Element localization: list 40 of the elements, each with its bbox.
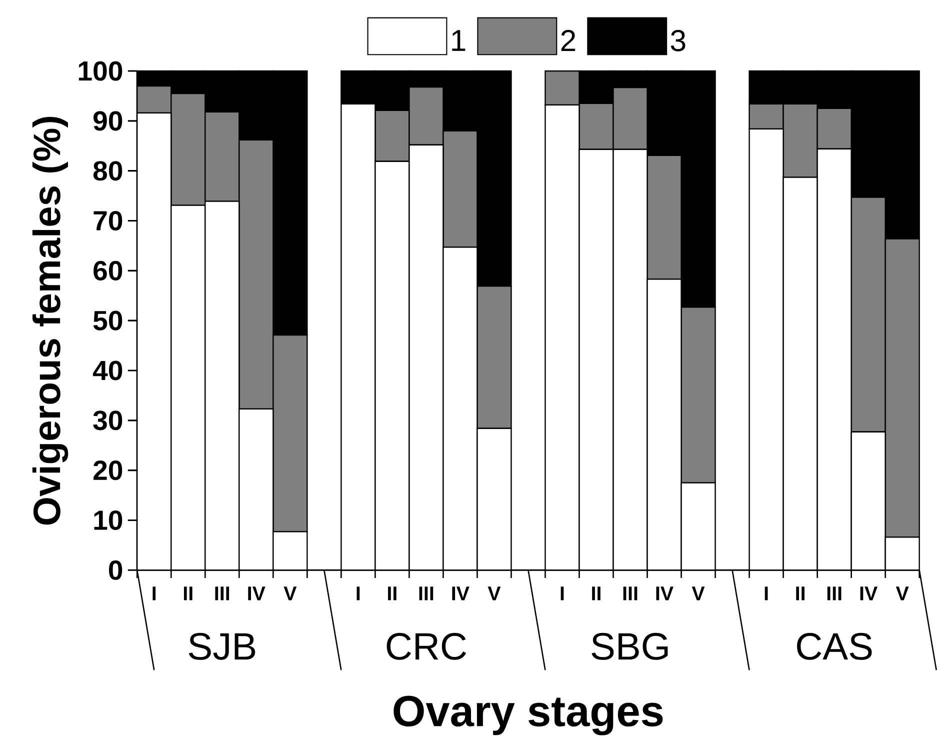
x-tick-label: V — [488, 586, 501, 600]
y-tick-label: 80 — [93, 161, 122, 181]
x-tick-label: III — [215, 586, 230, 600]
y-tick-label: 70 — [94, 211, 122, 231]
x-axis-title: Ovary stages — [394, 696, 663, 736]
x-tick-label: IV — [656, 586, 674, 600]
y-tick-label: 60 — [94, 260, 122, 281]
x-tick-label: V — [284, 586, 297, 600]
legend-label: 3 — [670, 30, 686, 52]
x-tick-label: V — [896, 586, 909, 600]
text: SJB — [188, 633, 256, 660]
y-tick-label: 20 — [93, 460, 122, 480]
y-tick-label: 100 — [78, 61, 122, 81]
y-tick-label: 0 — [108, 560, 122, 580]
y-tick-label: 90 — [93, 111, 122, 131]
y-tick-label: 50 — [93, 310, 122, 330]
legend-label: 1 — [452, 30, 466, 51]
x-tick-label: II — [796, 586, 804, 600]
x-tick-label: V — [692, 586, 705, 600]
y-tick-label: 40 — [92, 360, 122, 380]
x-tick-label: II — [592, 586, 600, 600]
x-tick-label: I — [764, 586, 768, 600]
text: SBG — [592, 633, 668, 660]
text: CRC — [386, 633, 466, 660]
y-axis-title: Ovigerous females (%) — [32, 117, 68, 525]
x-tick-label: I — [356, 586, 360, 600]
x-tick-label: III — [419, 586, 434, 600]
x-tick-label: IV — [452, 586, 470, 600]
x-tick-label: IV — [860, 586, 878, 600]
legend-label: 2 — [561, 30, 576, 52]
x-tick-label: III — [827, 586, 842, 600]
x-tick-label: III — [623, 586, 638, 600]
x-tick-label: II — [388, 586, 396, 600]
text: CAS — [797, 633, 872, 660]
x-tick-label: II — [184, 586, 192, 600]
x-tick-label: I — [152, 586, 156, 600]
x-tick-label: IV — [248, 586, 266, 600]
y-tick-label: 30 — [93, 410, 122, 430]
y-tick-label: 10 — [94, 510, 122, 530]
x-tick-label: I — [560, 586, 564, 600]
